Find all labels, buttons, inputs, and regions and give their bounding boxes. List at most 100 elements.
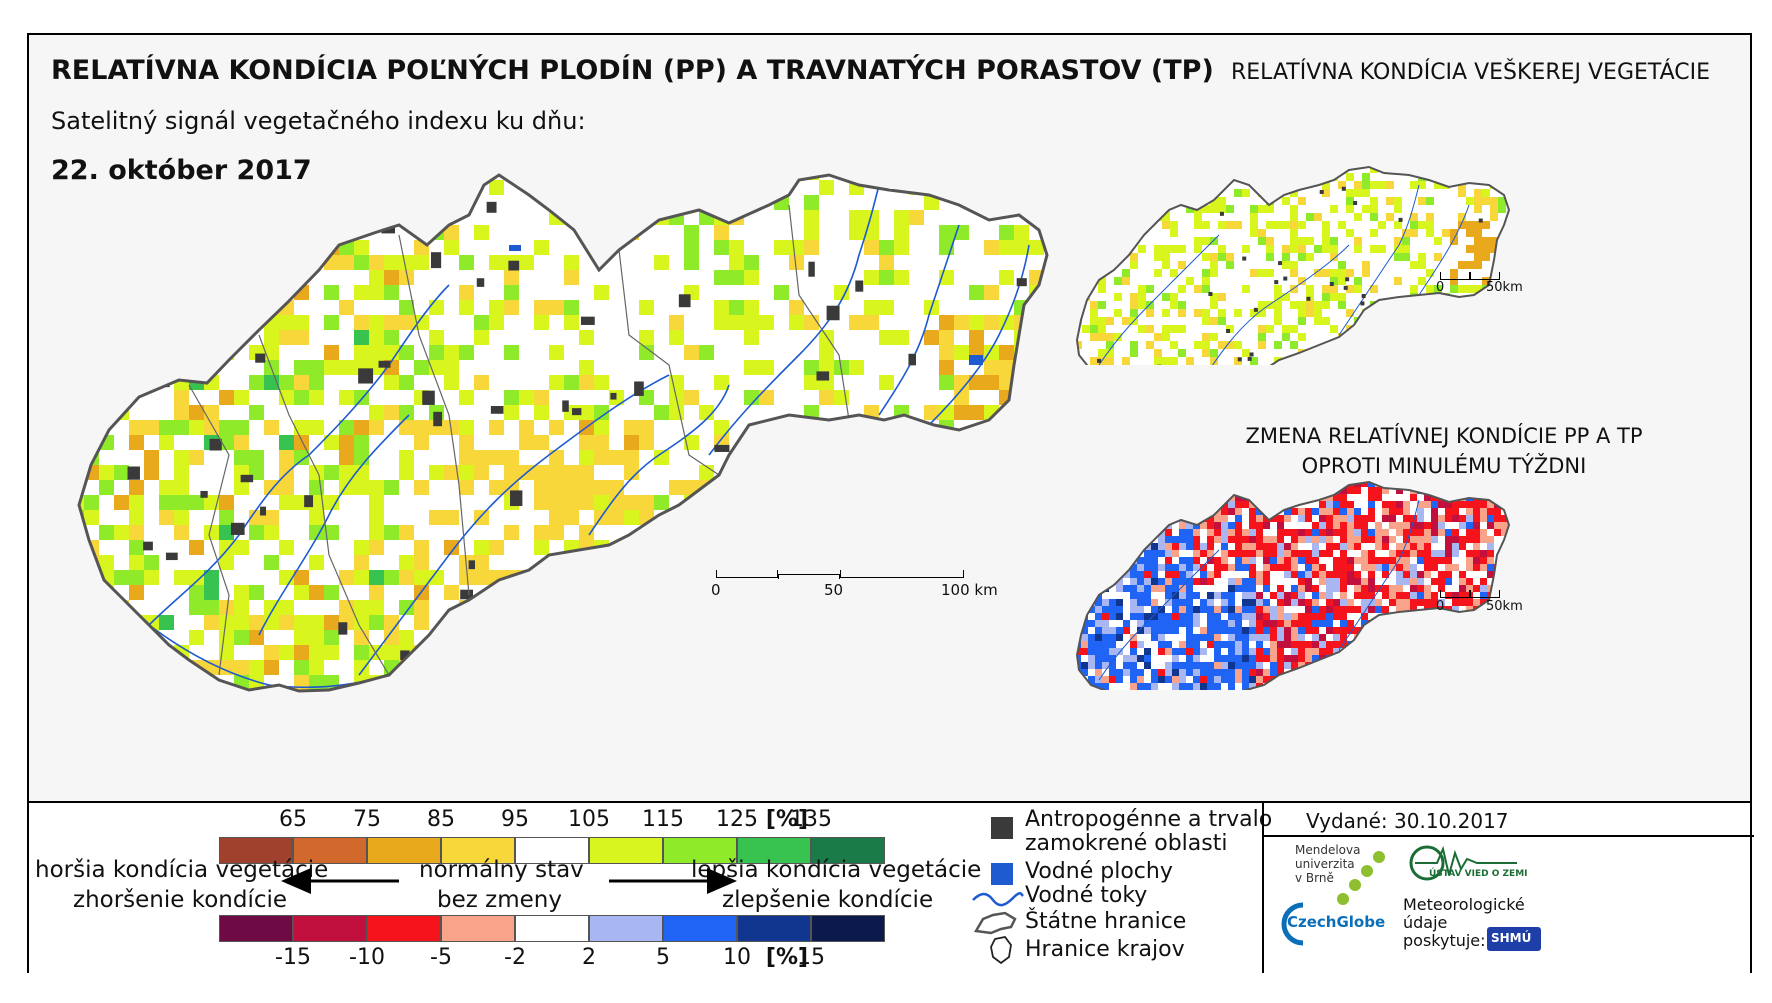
raster-cell (519, 600, 534, 615)
raster-cell (234, 435, 249, 450)
raster-cell (534, 615, 549, 630)
raster-cell (339, 435, 354, 450)
raster-cell (744, 315, 759, 330)
urban-area (972, 196, 980, 209)
raster-cell (999, 480, 1014, 495)
raster-cell (1014, 420, 1029, 435)
raster-cell (969, 525, 984, 540)
raster-cell (84, 585, 99, 600)
raster-cell (159, 675, 174, 690)
raster-cell (279, 480, 294, 495)
raster-cell (354, 420, 369, 435)
raster-cell (954, 345, 969, 360)
urban-area (813, 488, 829, 502)
raster-cell (279, 495, 294, 510)
urban-area (127, 466, 140, 480)
raster-cell (924, 645, 939, 660)
raster-cell (159, 615, 174, 630)
raster-cell (174, 570, 189, 585)
raster-cell (654, 615, 669, 630)
raster-cell (294, 360, 309, 375)
raster-cell (879, 375, 894, 390)
raster-cell (159, 345, 174, 360)
raster-cell (969, 615, 984, 630)
raster-cell (1044, 345, 1047, 360)
raster-cell (684, 225, 699, 240)
raster-cell (339, 390, 354, 405)
change-color-bar (219, 915, 885, 942)
raster-cell (489, 180, 504, 195)
raster-cell (624, 690, 639, 691)
change-value--15: -15 (275, 945, 311, 970)
raster-cell (894, 420, 909, 435)
raster-cell (549, 675, 564, 690)
raster-cell (399, 405, 414, 420)
region-border-label: Hranice krajov (1025, 937, 1185, 962)
raster-cell (84, 345, 99, 360)
raster-cell (999, 585, 1014, 600)
raster-cell (234, 180, 249, 195)
raster-cell (939, 600, 954, 615)
raster-cell (279, 540, 294, 555)
raster-cell (639, 180, 654, 195)
raster-cell (414, 480, 429, 495)
raster-cell (264, 555, 279, 570)
raster-cell (414, 420, 429, 435)
raster-cell (369, 570, 384, 585)
raster-cell (909, 435, 924, 450)
raster-cell (159, 255, 174, 270)
raster-cell (294, 315, 309, 330)
raster-cell (519, 420, 534, 435)
raster-cell (984, 645, 999, 660)
change-value-10: 10 (723, 945, 751, 970)
raster-cell (504, 405, 519, 420)
raster-cell (264, 420, 279, 435)
raster-cell (309, 525, 324, 540)
urban-area (981, 654, 998, 669)
raster-cell (534, 405, 549, 420)
raster-cell (294, 585, 309, 600)
raster-cell (459, 465, 474, 480)
raster-cell (669, 480, 684, 495)
raster-cell (849, 225, 864, 240)
raster-cell (1029, 510, 1044, 525)
raster-cell (399, 600, 414, 615)
condition-unit: [%] (765, 807, 809, 832)
raster-cell (819, 330, 834, 345)
raster-cell (1014, 180, 1029, 195)
raster-cell (114, 630, 129, 645)
raster-cell (294, 630, 309, 645)
raster-cell (219, 180, 234, 195)
raster-cell (309, 225, 324, 240)
inset-top-scale-50: 50km (1486, 280, 1523, 295)
raster-cell (189, 420, 204, 435)
urban-area (826, 305, 840, 321)
raster-cell (789, 465, 804, 480)
raster-cell (879, 450, 894, 465)
raster-cell (309, 630, 324, 645)
raster-cell (189, 570, 204, 585)
raster-cell (114, 390, 129, 405)
raster-cell (79, 585, 84, 600)
raster-cell (819, 180, 834, 195)
raster-cell (759, 360, 774, 375)
raster-cell (144, 555, 159, 570)
raster-cell (204, 525, 219, 540)
raster-cell (99, 465, 114, 480)
raster-cell (1014, 360, 1029, 375)
raster-cell (79, 175, 84, 180)
raster-cell (354, 540, 369, 555)
raster-cell (219, 555, 234, 570)
raster-cell (1014, 585, 1029, 600)
raster-cell (1014, 195, 1029, 210)
legend: 65 75 85 95 105 115 125 135 [%] -15 -10 -5 -2 2 5 10 1… (29, 801, 1754, 973)
raster-cell (339, 195, 354, 210)
raster-cell (1029, 180, 1044, 195)
raster-cell (79, 405, 84, 420)
raster-cell (84, 660, 99, 675)
raster-cell (114, 240, 129, 255)
raster-cell (549, 570, 564, 585)
raster-cell (1044, 225, 1047, 240)
raster-cell (594, 435, 609, 450)
raster-cell (744, 495, 759, 510)
